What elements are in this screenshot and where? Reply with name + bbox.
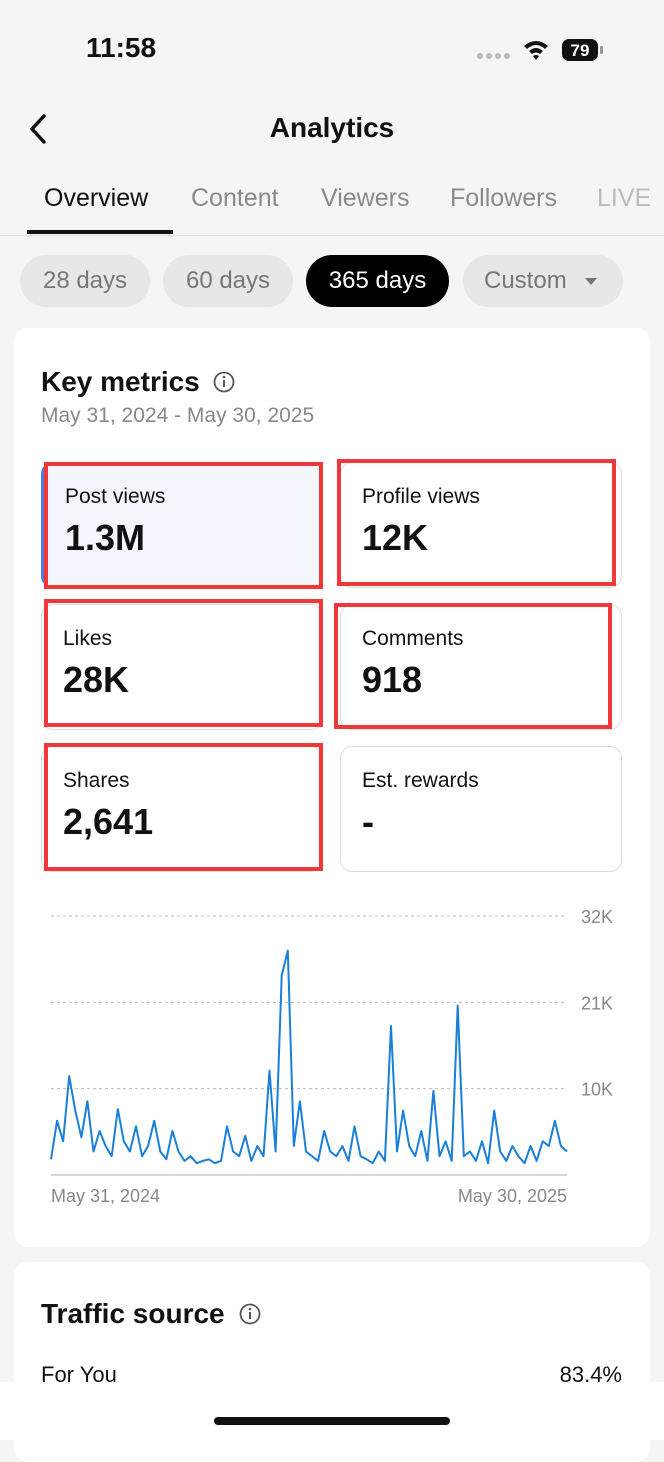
tab[interactable]: LIVE: [597, 184, 652, 212]
highlight-box: [44, 743, 323, 871]
highlight-box: [334, 603, 612, 729]
range-pill[interactable]: 60 days: [163, 255, 293, 307]
metric-label: Comments: [362, 627, 464, 650]
metric-tile[interactable]: Post views 1.3M: [41, 462, 323, 588]
metric-tile[interactable]: Comments 918: [340, 604, 622, 730]
metric-label: Likes: [63, 627, 113, 650]
tab[interactable]: Overview: [44, 184, 149, 212]
highlight-box: [337, 459, 616, 586]
battery-level: 79: [571, 41, 590, 60]
metric-label: Profile views: [362, 485, 480, 508]
data-line: [50, 949, 568, 1165]
y-tick-label: 32K: [581, 907, 613, 927]
chart: 10K 21K 32K May 31, 2024 May 30, 2025: [50, 907, 613, 1206]
metric-value: 28K: [63, 659, 130, 700]
metric-value: 918: [362, 659, 423, 700]
metric-label: Est. rewards: [362, 769, 479, 792]
metric-label: Post views: [65, 485, 166, 508]
back-button[interactable]: [24, 112, 54, 146]
status-icons: 79: [477, 39, 603, 61]
status-time: 11:58: [86, 32, 157, 63]
range-label: Custom: [484, 267, 567, 294]
metric-value: -: [362, 801, 374, 842]
metric-value: 12K: [362, 517, 429, 558]
metric-tile[interactable]: Shares 2,641: [41, 746, 323, 872]
page-title: Analytics: [269, 112, 395, 143]
highlight-box: [44, 462, 323, 589]
x-tick-label: May 31, 2024: [51, 1186, 160, 1206]
range-pill-selected[interactable]: 365 days: [306, 255, 449, 307]
info-icon[interactable]: [212, 370, 236, 394]
tab[interactable]: Viewers: [321, 184, 410, 212]
highlight-box: [44, 599, 323, 727]
metric-label: Shares: [63, 769, 130, 792]
dropdown-arrow: [585, 278, 597, 285]
home-area: [0, 1382, 664, 1440]
card-title: Traffic source: [41, 1298, 225, 1329]
tab-indicator: [27, 230, 173, 234]
tab[interactable]: Content: [191, 184, 279, 212]
range-pill[interactable]: Custom: [463, 255, 623, 307]
metric-tile[interactable]: Profile views 12K: [340, 462, 622, 588]
y-tick-label: 10K: [581, 1080, 613, 1100]
x-tick-label: May 30, 2025: [458, 1186, 567, 1206]
range-pill[interactable]: 28 days: [20, 255, 150, 307]
metric-tile[interactable]: Est. rewards -: [340, 746, 622, 872]
tab-bar: [0, 165, 664, 236]
date-range: May 31, 2024 - May 30, 2025: [41, 404, 315, 427]
home-indicator: [214, 1417, 450, 1425]
metric-tile[interactable]: Likes 28K: [41, 604, 323, 730]
info-icon[interactable]: [238, 1302, 262, 1326]
card-title: Key metrics: [41, 366, 200, 397]
tab[interactable]: Followers: [450, 184, 557, 212]
y-tick-label: 21K: [581, 993, 613, 1013]
metric-value: 2,641: [63, 801, 154, 842]
metric-value: 1.3M: [65, 517, 146, 558]
